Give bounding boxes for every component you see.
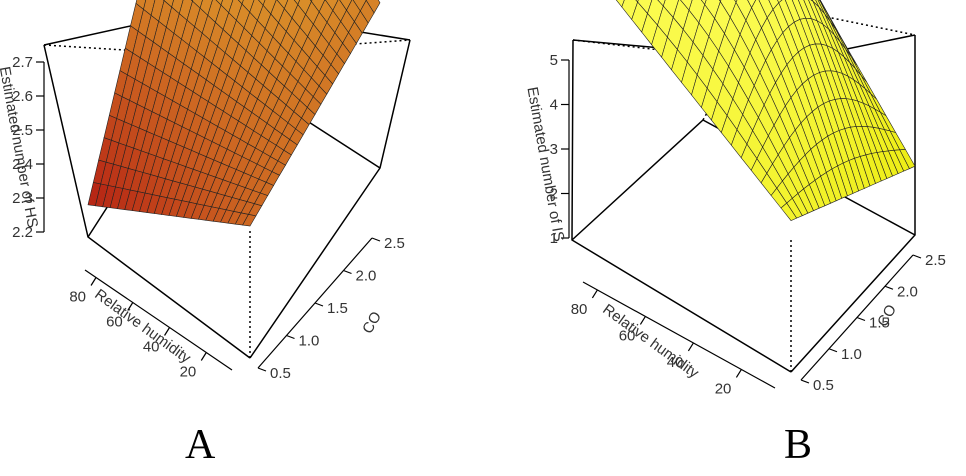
x-tick-label: 80 xyxy=(69,289,86,306)
surface-mesh xyxy=(87,0,381,227)
x-axis-title: Relative humidity xyxy=(599,301,702,382)
x-tick-mark xyxy=(90,277,97,286)
y-tick-mark xyxy=(912,254,922,259)
y-tick-label: 1.0 xyxy=(299,333,320,350)
z-axis-title: Estimated number of IS xyxy=(523,86,567,243)
y-tick-label: 0.5 xyxy=(813,377,834,394)
x-tick-label: 20 xyxy=(715,380,732,397)
y-tick-label: 2.5 xyxy=(925,252,946,269)
x-axis-line xyxy=(84,269,233,371)
x-tick-mark xyxy=(164,327,171,336)
x-tick-mark xyxy=(687,342,694,352)
y-tick-label: 2.0 xyxy=(356,268,377,285)
y-tick-mark xyxy=(343,269,352,275)
z-tick-label: 4 xyxy=(550,97,558,114)
x-tick-mark xyxy=(735,369,742,378)
y-tick-label: 1.5 xyxy=(327,300,348,317)
y-tick-mark xyxy=(286,334,295,340)
y-tick-mark xyxy=(371,237,381,242)
y-tick-label: 0.5 xyxy=(270,365,291,382)
box-right-frame xyxy=(790,35,916,373)
chart-panel-a: 2.2 2.3 2.4 2.5 2.6 2.7 80 60 40 20 0.5 1.0 1.5 2.0 2.… xyxy=(0,0,411,468)
panel-label-b: B xyxy=(784,422,813,468)
box-top-right-edge xyxy=(204,39,411,56)
y-axis-title: CO xyxy=(359,309,385,337)
y-tick-mark xyxy=(884,285,894,290)
z-tick-label: 2.5 xyxy=(12,122,33,139)
surface-plot-a: 2.2 2.3 2.4 2.5 2.6 2.7 80 60 40 20 0.5 1.0 1.5 2.0 2.… xyxy=(0,0,411,382)
surface-plot-b: 1 2 3 4 5 80 60 40 20 0.5 1.0 1.5 2.0 2.5 Estimated nu… xyxy=(523,0,946,397)
z-tick-label: 3 xyxy=(550,141,558,158)
x-tick-mark xyxy=(200,352,207,361)
z-tick-label: 2.4 xyxy=(12,156,33,173)
surface-facet xyxy=(242,214,257,227)
chart-panel-b: 1 2 3 4 5 80 60 40 20 0.5 1.0 1.5 2.0 2.5 Estimated nu… xyxy=(483,0,966,476)
y-tick-mark xyxy=(828,348,838,353)
z-tick-label: 2.6 xyxy=(12,88,33,105)
x-axis-line xyxy=(582,281,776,389)
x-tick-mark xyxy=(127,302,134,311)
y-tick-mark xyxy=(314,302,324,307)
box-right-frame xyxy=(249,39,411,359)
y-tick-mark xyxy=(800,379,810,384)
z-tick-label: 2.3 xyxy=(12,190,33,207)
y-tick-label: 2.0 xyxy=(897,283,918,300)
z-tick-label: 5 xyxy=(550,52,558,69)
x-tick-mark xyxy=(639,316,646,325)
z-tick-label: 1 xyxy=(550,230,558,247)
x-tick-label: 40 xyxy=(667,354,684,371)
x-tick-mark xyxy=(591,289,598,299)
y-tick-label: 1.5 xyxy=(869,315,890,332)
y-tick-mark xyxy=(856,316,866,322)
surface-facet xyxy=(780,202,798,221)
x-tick-label: 40 xyxy=(143,339,160,356)
z-tick-label: 2.7 xyxy=(12,54,33,71)
y-tick-label: 2.5 xyxy=(384,235,405,252)
z-tick-label: 2.2 xyxy=(12,224,33,241)
x-tick-label: 20 xyxy=(180,364,197,381)
x-tick-label: 80 xyxy=(571,301,588,318)
x-tick-label: 60 xyxy=(619,327,636,344)
y-tick-mark xyxy=(257,367,267,372)
y-tick-label: 1.0 xyxy=(841,346,862,363)
z-tick-label: 2 xyxy=(550,186,558,203)
x-tick-label: 60 xyxy=(106,314,123,331)
surface-mesh xyxy=(615,0,916,221)
panel-label-a: A xyxy=(185,422,216,468)
